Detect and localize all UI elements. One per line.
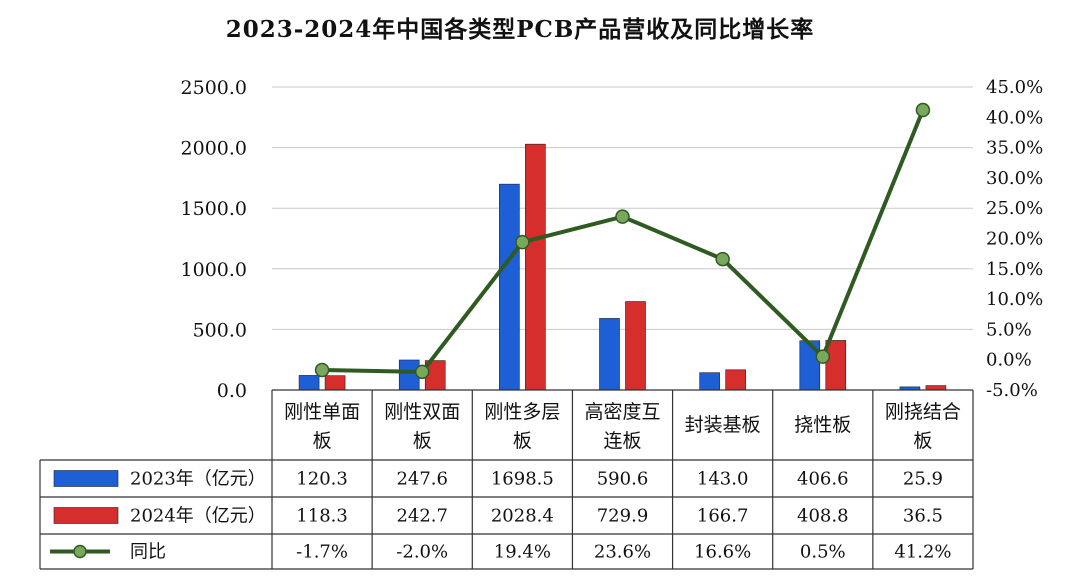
category-label: 连板 [603,430,641,452]
table-cell-value: 23.6% [594,542,651,563]
table-cell-value: 0.5% [800,542,846,563]
category-label: 挠性板 [794,414,851,436]
table-cell-value: 143.0 [697,469,749,490]
table-cell-value: 118.3 [296,506,348,527]
category-label: 刚挠结合 [885,401,961,423]
chart-title: 2023-2024年中国各类型PCB产品营收及同比增长率 [225,16,815,43]
legend-label: 2023年（亿元） [130,469,266,490]
bar-2023 [298,375,320,391]
bar-2023 [499,183,520,391]
y-left-tick-label: 2000.0 [181,138,247,160]
table-cell-value: 406.6 [797,469,849,490]
bar-2023 [599,318,620,391]
yoy-point [715,251,730,267]
table-cell-value: 16.6% [694,542,751,563]
yoy-point [615,209,630,224]
category-label: 高密度互 [584,401,660,423]
bar-2024 [925,385,947,391]
y-right-tick-label: 5.0% [986,319,1032,340]
legend-swatch-2024 [53,507,119,524]
category-label: 刚性多层 [484,401,560,423]
y-left-tick-label: 0.0 [217,380,247,402]
category-label: 板 [313,430,332,452]
table-cell-value: 729.9 [597,506,649,527]
table-cell-value: -2.0% [396,542,448,563]
category-label: 刚性双面 [384,401,460,423]
category-label: 刚性单面 [284,401,360,423]
yoy-point [815,349,831,364]
table-cell-value: 36.5 [903,506,943,527]
table-cell-value: 19.4% [494,542,551,563]
y-left-tick-label: 2500.0 [181,77,247,99]
category-label: 板 [913,430,932,452]
y-right-tick-label: -5.0% [986,380,1038,401]
y-right-tick-label: 10.0% [986,289,1043,310]
legend-label: 同比 [130,542,166,563]
table-cell-value: 590.6 [597,469,649,490]
bar-2024 [324,375,346,391]
y-right-tick-label: 30.0% [986,168,1043,189]
table-cell-value: 2028.4 [491,506,554,527]
table-cell-value: 1698.5 [491,469,554,490]
y-left-tick-label: 1500.0 [181,198,247,220]
table-cell-value: 408.8 [797,506,849,527]
yoy-point [314,362,330,378]
category-label: 封装基板 [685,414,761,436]
y-right-tick-label: 25.0% [986,198,1043,219]
table-cell-value: -1.7% [296,542,348,563]
table-cell-value: 247.6 [396,469,448,490]
bar-2024 [725,369,746,391]
yoy-point [915,102,931,118]
table-cell-value: 242.7 [396,506,448,527]
y-right-tick-label: 20.0% [986,229,1043,250]
y-right-tick-label: 0.0% [986,350,1032,371]
bar-2024 [825,340,847,391]
legend-label: 2024年（亿元） [130,506,266,527]
table-cell-value: 166.7 [697,506,749,527]
y-left-tick-label: 500.0 [193,319,247,341]
category-label: 板 [413,430,432,452]
y-right-tick-label: 35.0% [986,138,1043,159]
table-cell-value: 41.2% [894,542,951,563]
y-right-tick-label: 15.0% [986,259,1043,280]
yoy-point [414,364,430,380]
bar-2023 [699,372,720,391]
legend-swatch-2023 [53,470,119,487]
y-right-tick-label: 40.0% [986,107,1043,128]
legend-marker [73,544,87,559]
table-cell-value: 25.9 [903,469,943,490]
table-cell-value: 120.3 [296,469,348,490]
y-right-tick-label: 45.0% [986,77,1043,98]
yoy-point [515,234,530,250]
category-label: 板 [513,430,532,452]
bar-2024 [625,301,646,391]
yoy-growth-line [322,109,925,374]
bar-2024 [525,143,546,391]
y-left-tick-label: 1000.0 [181,259,247,281]
